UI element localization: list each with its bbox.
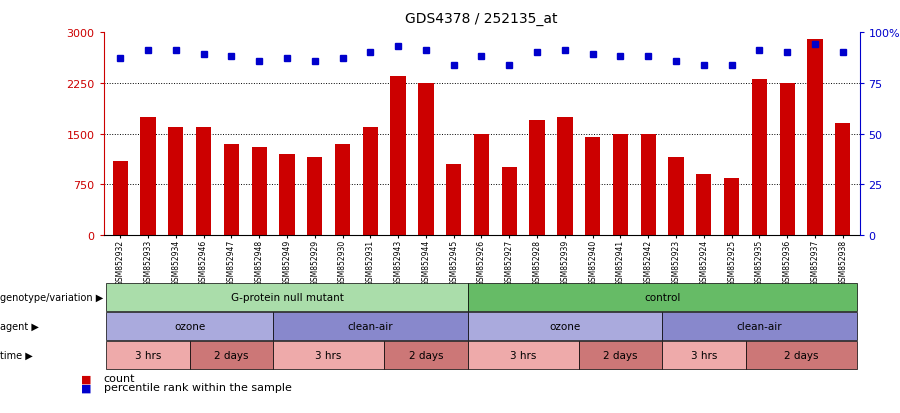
Bar xyxy=(501,168,517,235)
Text: 2 days: 2 days xyxy=(784,350,818,360)
Text: clean-air: clean-air xyxy=(347,321,393,331)
Text: count: count xyxy=(104,373,135,383)
Bar xyxy=(251,148,266,235)
Bar xyxy=(835,124,850,235)
Text: 2 days: 2 days xyxy=(214,350,248,360)
Text: genotype/variation ▶: genotype/variation ▶ xyxy=(0,292,104,302)
Text: control: control xyxy=(644,292,680,302)
Text: G-protein null mutant: G-protein null mutant xyxy=(230,292,344,302)
Bar xyxy=(168,128,184,235)
Text: 2 days: 2 days xyxy=(409,350,443,360)
Text: GDS4378 / 252135_at: GDS4378 / 252135_at xyxy=(405,12,558,26)
Bar xyxy=(363,128,378,235)
Bar xyxy=(697,175,712,235)
Bar xyxy=(224,145,239,235)
Text: ■: ■ xyxy=(81,373,92,383)
Bar xyxy=(529,121,544,235)
Text: agent ▶: agent ▶ xyxy=(0,321,39,331)
Bar xyxy=(446,165,462,235)
Text: 3 hrs: 3 hrs xyxy=(690,350,717,360)
Bar xyxy=(752,80,767,235)
Text: 3 hrs: 3 hrs xyxy=(315,350,342,360)
Text: ozone: ozone xyxy=(174,321,205,331)
Bar xyxy=(557,117,572,235)
Bar xyxy=(474,134,489,235)
Bar xyxy=(307,158,322,235)
Bar xyxy=(335,145,350,235)
Text: percentile rank within the sample: percentile rank within the sample xyxy=(104,382,292,392)
Bar xyxy=(724,178,739,235)
Bar xyxy=(279,154,294,235)
Text: 3 hrs: 3 hrs xyxy=(135,350,161,360)
Bar xyxy=(112,161,128,235)
Text: time ▶: time ▶ xyxy=(0,350,32,360)
Bar xyxy=(807,40,823,235)
Bar xyxy=(418,83,434,235)
Text: 2 days: 2 days xyxy=(603,350,638,360)
Bar xyxy=(641,134,656,235)
Text: 3 hrs: 3 hrs xyxy=(510,350,536,360)
Bar xyxy=(585,138,600,235)
Bar xyxy=(140,117,156,235)
Text: ■: ■ xyxy=(81,382,92,392)
Bar xyxy=(196,128,211,235)
Bar xyxy=(613,134,628,235)
Bar xyxy=(669,158,684,235)
Bar xyxy=(779,83,795,235)
Text: ozone: ozone xyxy=(549,321,580,331)
Text: clean-air: clean-air xyxy=(736,321,782,331)
Bar xyxy=(391,77,406,235)
